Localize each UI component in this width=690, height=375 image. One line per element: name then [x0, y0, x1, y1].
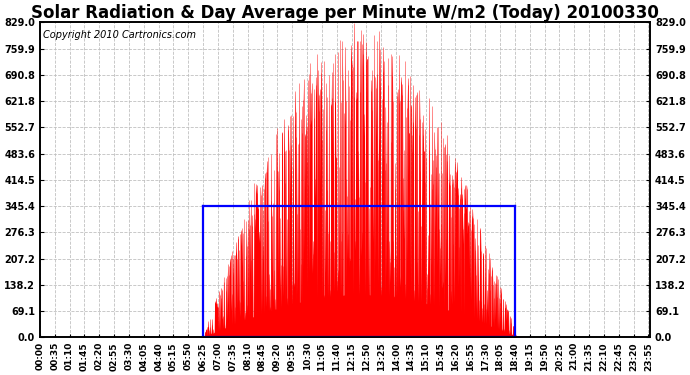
Text: Copyright 2010 Cartronics.com: Copyright 2010 Cartronics.com: [43, 30, 196, 40]
Title: Solar Radiation & Day Average per Minute W/m2 (Today) 20100330: Solar Radiation & Day Average per Minute…: [31, 4, 659, 22]
